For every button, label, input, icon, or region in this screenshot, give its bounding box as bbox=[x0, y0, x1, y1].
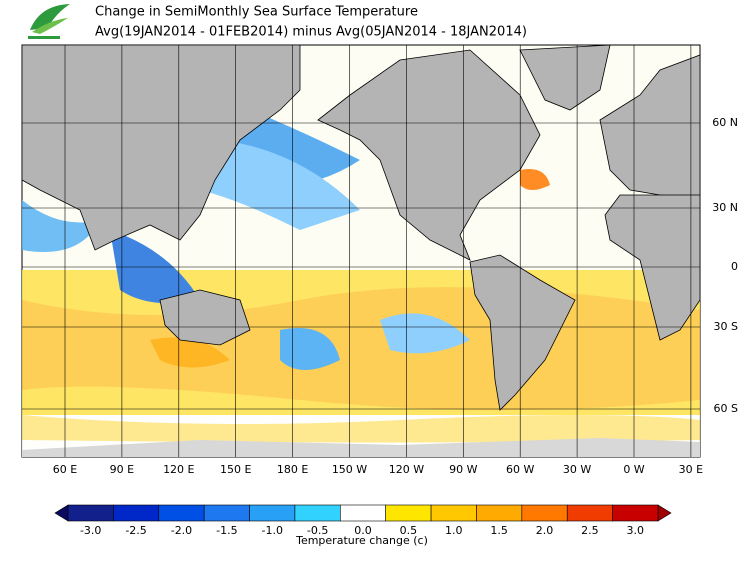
colorbar-tick-label: 0.0 bbox=[354, 524, 372, 537]
colorbar-tick-label: -2.5 bbox=[125, 524, 146, 537]
colorbar-tick-label: -1.5 bbox=[216, 524, 237, 537]
colorbar-swatch bbox=[521, 504, 568, 522]
land bbox=[21, 44, 701, 457]
colorbar-swatch bbox=[566, 504, 613, 522]
colorbar-tick-label: 0.5 bbox=[400, 524, 418, 537]
colorbar-label: Temperature change (c) bbox=[295, 534, 428, 547]
colorbar: -3.0 -2.5 -2.0 -1.5 -1.0 -0.5 0.0 0.5 1.0 1.5 2.0 2… bbox=[54, 504, 672, 537]
map: 60 E 90 E 120 E 150 E 180 E 150 W 120 W 90 W 60 … bbox=[21, 44, 738, 476]
lon-label: 180 E bbox=[277, 463, 308, 476]
colorbar-tick-label: 3.0 bbox=[627, 524, 645, 537]
lat-label: 30 S bbox=[714, 320, 738, 333]
colorbar-swatch bbox=[612, 504, 659, 522]
lon-label: 0 W bbox=[623, 463, 644, 476]
colorbar-swatch bbox=[203, 504, 250, 522]
lon-label: 90 E bbox=[110, 463, 134, 476]
colorbar-tick-label: -0.5 bbox=[307, 524, 328, 537]
colorbar-tick-label: -1.0 bbox=[261, 524, 282, 537]
colorbar-low-arrow bbox=[54, 504, 69, 522]
colorbar-tick-label: 1.5 bbox=[490, 524, 508, 537]
colorbar-swatch bbox=[158, 504, 205, 522]
subtitle: Avg(19JAN2014 - 01FEB2014) minus Avg(05J… bbox=[95, 25, 527, 40]
colorbar-swatch bbox=[249, 504, 296, 522]
colorbar-tick-label: -2.0 bbox=[171, 524, 192, 537]
graticule: 60 E 90 E 120 E 150 E 180 E 150 W 120 W 90 W 60 … bbox=[22, 45, 738, 476]
colorbar-high-arrow bbox=[657, 504, 672, 522]
lon-label: 150 E bbox=[220, 463, 251, 476]
lon-label: 30 W bbox=[563, 463, 591, 476]
lat-label: 60 N bbox=[712, 116, 738, 129]
lon-label: 90 W bbox=[449, 463, 477, 476]
colorbar-swatch bbox=[385, 504, 432, 522]
lat-label: 30 N bbox=[712, 201, 738, 214]
sst-patches bbox=[22, 90, 700, 457]
lat-label: 60 S bbox=[714, 402, 738, 415]
lon-label: 120 W bbox=[389, 463, 424, 476]
logo bbox=[28, 4, 70, 39]
lon-label: 30 E bbox=[679, 463, 703, 476]
lat-label: 0 bbox=[731, 260, 738, 273]
lon-label: 60 W bbox=[506, 463, 534, 476]
colorbar-swatch bbox=[294, 504, 341, 522]
colorbar-tick-label: 2.0 bbox=[536, 524, 554, 537]
colorbar-swatch bbox=[113, 504, 160, 522]
lon-label: 150 W bbox=[332, 463, 367, 476]
colorbar-tick-label: 2.5 bbox=[581, 524, 599, 537]
colorbar-tick-label: -3.0 bbox=[80, 524, 101, 537]
colorbar-swatch bbox=[67, 504, 114, 522]
colorbar-swatch bbox=[340, 504, 386, 522]
colorbar-swatch bbox=[430, 504, 477, 522]
lon-label: 120 E bbox=[163, 463, 194, 476]
colorbar-tick-label: 1.0 bbox=[445, 524, 463, 537]
title: Change in SemiMonthly Sea Surface Temper… bbox=[95, 5, 418, 20]
colorbar-swatch bbox=[476, 504, 523, 522]
lon-label: 60 E bbox=[53, 463, 77, 476]
